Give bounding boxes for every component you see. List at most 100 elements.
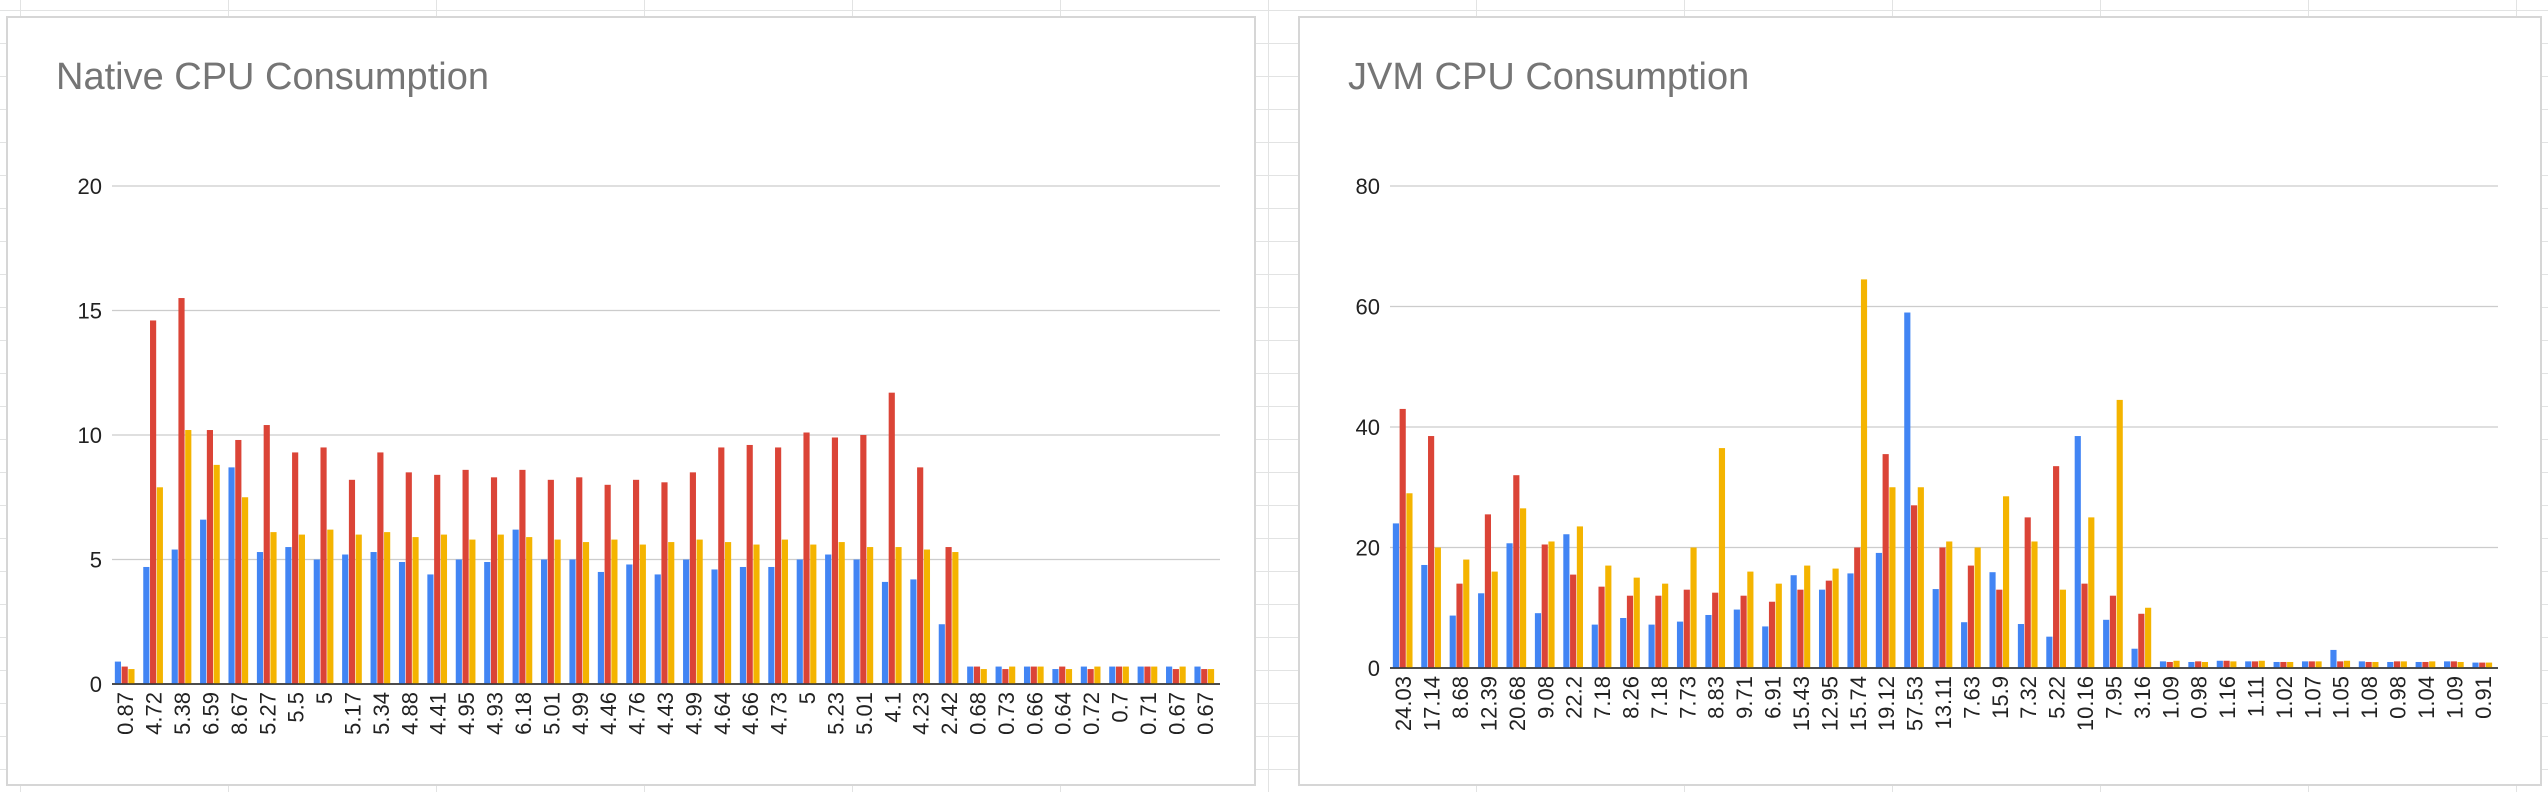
bar-series-1[interactable] [626,564,633,684]
bar-series-3[interactable] [781,539,788,684]
bar-series-3[interactable] [2372,661,2379,668]
bar-series-1[interactable] [114,661,121,684]
bar-series-2[interactable] [235,439,242,684]
bar-series-3[interactable] [2002,496,2010,668]
bar-series-2[interactable] [348,479,356,684]
bar-series-3[interactable] [582,542,590,684]
bar-series-1[interactable] [2444,661,2451,668]
bar-series-3[interactable] [668,542,675,684]
bar-series-3[interactable] [810,544,817,684]
bar-series-1[interactable] [1705,614,1712,668]
bar-series-2[interactable] [973,666,981,684]
bar-series-2[interactable] [1598,586,1605,668]
bar-series-2[interactable] [746,444,753,684]
bar-series-3[interactable] [440,534,448,684]
bar-series-3[interactable] [1094,666,1101,684]
bar-series-2[interactable] [263,425,270,684]
bar-series-3[interactable] [1491,571,1498,668]
bar-series-2[interactable] [1768,601,1776,668]
bar-series-1[interactable] [1591,624,1598,668]
bar-series-2[interactable] [945,547,952,684]
bar-series-1[interactable] [853,559,860,685]
bar-series-3[interactable] [980,669,987,684]
bar-series-2[interactable] [1456,583,1463,668]
bar-series-3[interactable] [298,534,305,684]
bar-series-2[interactable] [576,477,583,684]
bar-series-3[interactable] [1860,279,1868,668]
bar-series-3[interactable] [2485,662,2493,668]
jvm-cpu-chart-card[interactable]: JVM CPU Consumption 0 20 40 60 80 24.03 17.14 8… [1298,16,2542,786]
bar-series-2[interactable] [377,452,384,684]
bar-series-2[interactable] [178,298,185,684]
bar-series-1[interactable] [1194,666,1201,684]
bar-series-2[interactable] [2109,595,2117,668]
bar-series-1[interactable] [2017,624,2025,668]
bar-series-1[interactable] [2188,661,2195,668]
bar-series-2[interactable] [1996,589,2003,668]
bar-series-2[interactable] [1655,595,1662,668]
bar-series-2[interactable] [1428,436,1435,668]
bar-series-1[interactable] [1818,589,1826,668]
bar-series-3[interactable] [838,542,845,684]
bar-series-1[interactable] [1137,666,1144,684]
bar-series-1[interactable] [2415,661,2422,668]
bar-series-2[interactable] [661,482,668,684]
bar-series-1[interactable] [1109,666,1116,684]
bar-series-3[interactable] [1832,568,1839,668]
bar-series-3[interactable] [1690,547,1697,669]
bar-series-2[interactable] [2337,661,2344,668]
bar-series-3[interactable] [1974,547,1981,669]
bar-series-2[interactable] [2138,613,2145,668]
bar-series-3[interactable] [270,532,277,684]
bar-series-1[interactable] [2103,619,2110,668]
bar-series-2[interactable] [2479,662,2486,668]
bar-series-2[interactable] [1882,454,1889,668]
bar-series-1[interactable] [1762,626,1769,668]
bar-series-2[interactable] [860,435,867,684]
bar-series-2[interactable] [2166,661,2173,668]
bar-series-3[interactable] [2343,660,2351,668]
bar-series-3[interactable] [1747,571,1754,668]
bar-series-2[interactable] [803,432,810,684]
native-cpu-chart-card[interactable]: Native CPU Consumption 0 5 10 15 20 0.87 4.72 5… [6,16,1256,786]
bar-series-1[interactable] [256,552,264,684]
bar-series-2[interactable] [1144,666,1151,684]
bar-series-2[interactable] [121,666,128,684]
bar-series-1[interactable] [2131,648,2138,668]
bar-series-1[interactable] [1932,589,1939,668]
bar-series-1[interactable] [228,467,235,684]
bar-series-2[interactable] [1939,547,1946,669]
bar-series-3[interactable] [213,464,220,684]
bar-series-3[interactable] [1009,666,1016,684]
bar-series-3[interactable] [2145,607,2152,668]
bar-series-3[interactable] [1946,541,1953,668]
bar-series-1[interactable] [1989,572,1996,668]
bar-series-2[interactable] [2223,660,2230,668]
bar-series-2[interactable] [320,447,327,684]
bar-series-3[interactable] [1207,669,1215,684]
bar-series-1[interactable] [143,566,150,684]
bar-series-2[interactable] [1059,666,1066,684]
bar-series-2[interactable] [2195,661,2202,668]
bar-series-3[interactable] [128,669,135,684]
bar-series-3[interactable] [2173,660,2180,668]
bar-series-3[interactable] [327,529,334,684]
bar-series-1[interactable] [1023,666,1031,684]
bar-series-1[interactable] [1875,552,1882,668]
bar-series-3[interactable] [1576,526,1583,668]
bar-series-3[interactable] [469,539,476,684]
bar-series-3[interactable] [2059,589,2066,668]
bar-series-2[interactable] [1513,475,1520,668]
bar-series-2[interactable] [1626,595,1634,668]
bar-series-3[interactable] [242,497,249,684]
bar-series-3[interactable] [384,532,391,684]
bar-series-2[interactable] [718,447,725,684]
bar-series-3[interactable] [895,547,902,684]
bar-series-3[interactable] [1434,547,1441,669]
bar-series-3[interactable] [2315,661,2322,668]
bar-series-2[interactable] [1825,580,1832,668]
bar-series-3[interactable] [1151,666,1158,684]
bar-series-3[interactable] [952,552,959,684]
bar-series-1[interactable] [910,579,917,684]
bar-series-2[interactable] [917,467,924,684]
